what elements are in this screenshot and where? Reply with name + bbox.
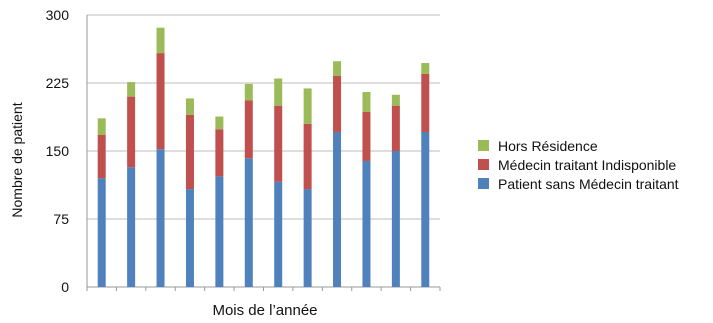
bar-segment-series-1 xyxy=(97,178,106,287)
bar-segment-series-2 xyxy=(244,100,253,159)
bar-segment-series-2 xyxy=(303,123,312,190)
y-tick-label: 150 xyxy=(46,143,70,159)
bar-segment-series-1 xyxy=(156,149,165,287)
bar-segment-series-3 xyxy=(215,116,224,130)
bar-segment-series-3 xyxy=(274,78,283,106)
bar-segment-series-3 xyxy=(391,94,400,106)
bar-segment-series-2 xyxy=(421,73,430,132)
bar-segment-series-3 xyxy=(97,118,106,135)
legend-item: Patient sans Médecin traitant xyxy=(478,174,713,193)
legend-label: Patient sans Médecin traitant xyxy=(498,175,679,192)
y-tick-label: 300 xyxy=(46,7,70,23)
bar-segment-series-3 xyxy=(156,27,165,54)
legend-swatch xyxy=(478,178,489,189)
bar-segment-series-3 xyxy=(362,92,371,113)
legend: Hors Résidence Médecin traitant Indisponi… xyxy=(478,136,713,193)
x-axis-label: Mois de l’année xyxy=(212,302,318,319)
bar-segment-series-1 xyxy=(421,131,430,287)
bar-segment-series-3 xyxy=(185,98,194,115)
y-axis-label-box: Nombre de patient xyxy=(0,35,34,285)
bars xyxy=(97,27,430,287)
bar-segment-series-1 xyxy=(391,151,400,287)
bar-segment-series-1 xyxy=(215,176,224,287)
bar-segment-series-1 xyxy=(333,131,342,287)
bar-segment-series-1 xyxy=(185,189,194,287)
bar-segment-series-2 xyxy=(127,96,136,168)
legend-item: Hors Résidence xyxy=(478,136,713,155)
y-tick-label: 225 xyxy=(46,75,70,91)
legend-label: Médecin traitant Indisponible xyxy=(498,156,677,173)
bar-segment-series-2 xyxy=(156,53,165,150)
legend-swatch xyxy=(478,140,489,151)
y-tick-label: 75 xyxy=(53,211,69,227)
y-tick-label: 0 xyxy=(61,279,69,295)
bar-segment-series-2 xyxy=(333,75,342,132)
legend-swatch xyxy=(478,159,489,170)
bar-segment-series-3 xyxy=(421,63,430,74)
bar-segment-series-2 xyxy=(274,105,283,182)
legend-item: Médecin traitant Indisponible xyxy=(478,155,713,174)
bar-segment-series-2 xyxy=(391,105,400,151)
bar-segment-series-1 xyxy=(303,189,312,287)
bar-segment-series-1 xyxy=(127,167,136,287)
bar-segment-series-3 xyxy=(333,61,342,76)
bar-segment-series-1 xyxy=(274,181,283,287)
bar-segment-series-2 xyxy=(362,112,371,161)
bar-segment-series-2 xyxy=(215,129,224,177)
y-axis-label: Nombre de patient xyxy=(9,102,25,218)
bar-segment-series-3 xyxy=(244,83,253,101)
y-tick-labels: 0 75 150 225 300 xyxy=(46,7,70,295)
gridlines xyxy=(86,14,441,291)
bar-segment-series-2 xyxy=(185,114,194,190)
legend-label: Hors Résidence xyxy=(498,137,598,154)
bar-segment-series-3 xyxy=(127,82,136,97)
bar-segment-series-1 xyxy=(362,160,371,287)
bar-segment-series-3 xyxy=(303,88,312,124)
bar-segment-series-2 xyxy=(97,134,106,179)
bar-segment-series-1 xyxy=(244,158,253,287)
